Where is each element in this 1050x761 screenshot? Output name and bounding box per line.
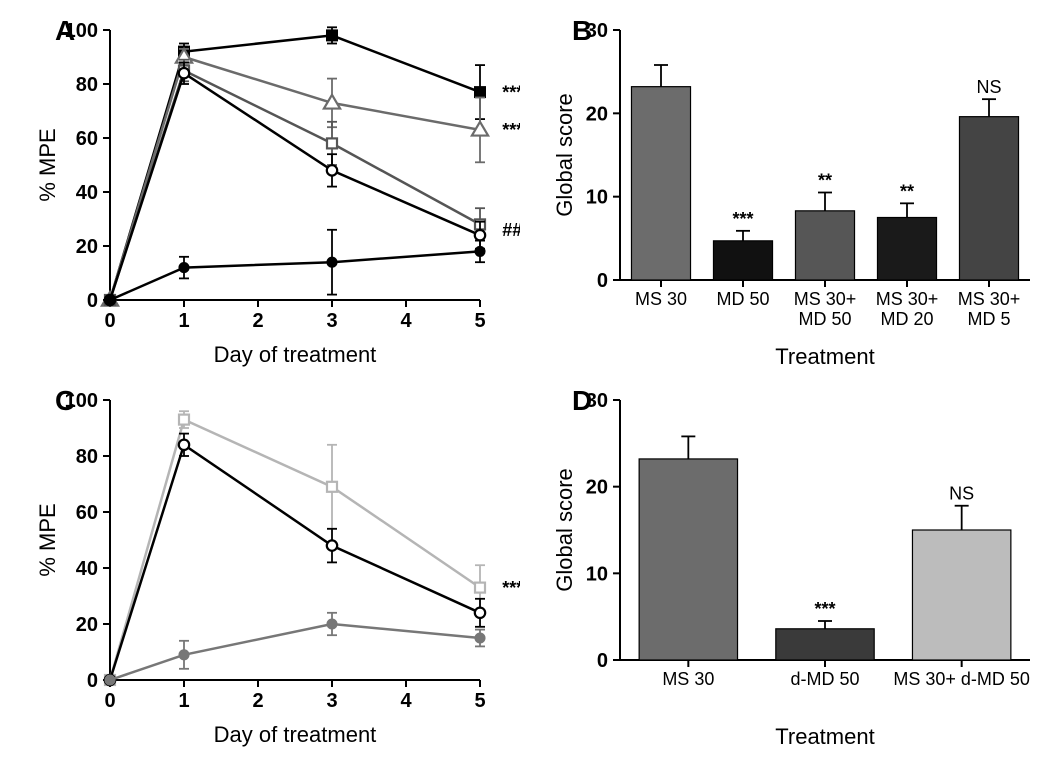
svg-text:###: ### [502,220,520,240]
svg-text:60: 60 [76,128,98,150]
svg-text:MD 5: MD 5 [967,309,1010,329]
svg-text:Global score: Global score [552,93,577,217]
svg-text:5: 5 [474,690,485,712]
svg-text:NS: NS [976,77,1001,97]
svg-text:**: ** [818,171,832,191]
svg-text:d-MD 50: d-MD 50 [790,669,859,689]
svg-text:0: 0 [87,290,98,312]
svg-text:20: 20 [76,236,98,258]
svg-text:2: 2 [252,690,263,712]
svg-text:***: *** [502,82,520,102]
svg-text:NS: NS [949,484,974,504]
svg-text:Treatment: Treatment [775,344,874,369]
svg-text:20: 20 [586,103,608,125]
panel-a: 012345020406080100Day of treatment% MPE*… [20,10,520,370]
svg-text:% MPE: % MPE [35,128,60,201]
svg-text:10: 10 [586,187,608,209]
svg-text:0: 0 [597,650,608,672]
svg-text:40: 40 [76,182,98,204]
svg-text:MS 30: MS 30 [635,289,687,309]
svg-text:1: 1 [178,310,189,332]
svg-text:***: *** [814,599,835,619]
svg-text:4: 4 [400,310,412,332]
svg-text:60: 60 [76,502,98,524]
svg-text:80: 80 [76,74,98,96]
svg-text:0: 0 [104,310,115,332]
svg-text:MS 30+: MS 30+ [958,289,1021,309]
svg-text:40: 40 [76,558,98,580]
panel-c: 012345020406080100Day of treatment% MPE*… [20,380,520,750]
svg-text:2: 2 [252,310,263,332]
svg-text:D: D [572,385,592,416]
svg-text:B: B [572,15,592,46]
svg-text:3: 3 [326,310,337,332]
svg-text:% MPE: % MPE [35,503,60,576]
svg-text:MD 50: MD 50 [716,289,769,309]
svg-text:A: A [55,15,75,46]
svg-text:MS 30+: MS 30+ [794,289,857,309]
svg-text:MS 30: MS 30 [662,669,714,689]
svg-text:**: ** [900,181,914,201]
svg-text:***: *** [502,578,520,598]
svg-text:0: 0 [597,270,608,292]
svg-text:20: 20 [586,477,608,499]
svg-text:MS 30+ d-MD 50: MS 30+ d-MD 50 [893,669,1030,689]
figure-root: 012345020406080100Day of treatment% MPE*… [0,0,1050,761]
panel-d: 0102030MS 30d-MD 50MS 30+ d-MD 50***NSTr… [540,380,1040,750]
svg-text:***: *** [732,209,753,229]
svg-text:MD 50: MD 50 [798,309,851,329]
svg-text:Day of treatment: Day of treatment [214,722,377,747]
svg-text:20: 20 [76,614,98,636]
svg-text:10: 10 [586,563,608,585]
panel-b: 0102030MS 30MD 50MS 30+MD 50MS 30+MD 20M… [540,10,1040,370]
svg-text:C: C [55,385,75,416]
svg-text:Global score: Global score [552,468,577,592]
svg-text:MD 20: MD 20 [880,309,933,329]
svg-text:0: 0 [104,690,115,712]
svg-text:***: *** [502,120,520,140]
svg-text:Day of treatment: Day of treatment [214,342,377,367]
svg-text:1: 1 [178,690,189,712]
svg-text:0: 0 [87,670,98,692]
svg-text:4: 4 [400,690,412,712]
svg-text:80: 80 [76,446,98,468]
svg-text:5: 5 [474,310,485,332]
svg-text:3: 3 [326,690,337,712]
svg-text:Treatment: Treatment [775,724,874,749]
svg-text:MS 30+: MS 30+ [876,289,939,309]
